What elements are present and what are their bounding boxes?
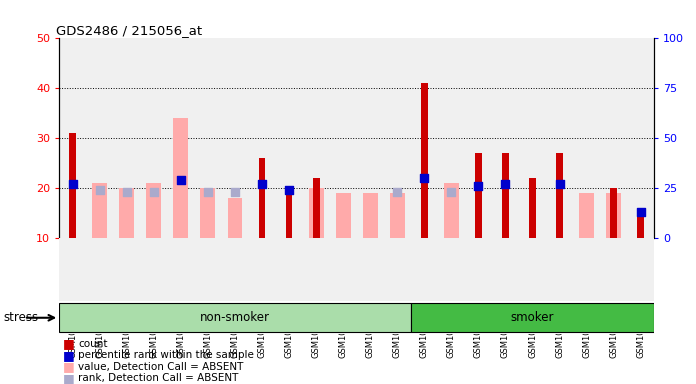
Bar (313, 178, 319, 238)
Point (500, 181, 511, 187)
Point (635, 209, 647, 215)
Point (256, 181, 267, 187)
Text: stress: stress (3, 311, 38, 324)
Bar (285, 188, 292, 238)
Bar (444, 183, 459, 238)
Text: ■: ■ (63, 360, 74, 373)
Point (94, 187, 105, 193)
Bar (119, 188, 134, 238)
Bar (390, 193, 404, 238)
Point (392, 189, 403, 195)
Bar (529, 178, 536, 238)
Bar (228, 198, 242, 238)
Text: ■: ■ (63, 349, 74, 362)
Bar (146, 183, 161, 238)
Bar (259, 158, 265, 238)
Bar (363, 193, 378, 238)
Bar (579, 193, 594, 238)
Point (121, 189, 132, 195)
Point (203, 189, 214, 195)
Bar (556, 153, 563, 238)
Text: percentile rank within the sample: percentile rank within the sample (78, 350, 254, 360)
Text: ■: ■ (63, 372, 74, 384)
Bar (200, 188, 215, 238)
Point (419, 175, 430, 181)
Bar (421, 83, 428, 238)
Text: value, Detection Call = ABSENT: value, Detection Call = ABSENT (78, 362, 244, 372)
Bar (335, 193, 351, 238)
Bar (411, 303, 654, 333)
Bar (173, 118, 189, 238)
Bar (475, 153, 482, 238)
Point (67, 181, 78, 187)
Point (554, 181, 565, 187)
Point (148, 189, 159, 195)
Text: ■: ■ (63, 337, 74, 350)
Text: non-smoker: non-smoker (200, 311, 270, 324)
Bar (70, 133, 76, 238)
Bar (502, 153, 509, 238)
Point (175, 177, 187, 183)
Bar (610, 188, 617, 238)
Bar (309, 188, 324, 238)
Text: GDS2486 / 215056_at: GDS2486 / 215056_at (56, 24, 203, 37)
Bar (638, 213, 644, 238)
Point (283, 187, 294, 193)
Bar (606, 193, 621, 238)
Text: rank, Detection Call = ABSENT: rank, Detection Call = ABSENT (78, 373, 238, 383)
Text: count: count (78, 339, 107, 349)
Bar (93, 183, 107, 238)
Point (446, 189, 457, 195)
Point (473, 183, 484, 189)
Point (230, 189, 241, 195)
Bar (59, 303, 411, 333)
Text: smoker: smoker (511, 311, 554, 324)
